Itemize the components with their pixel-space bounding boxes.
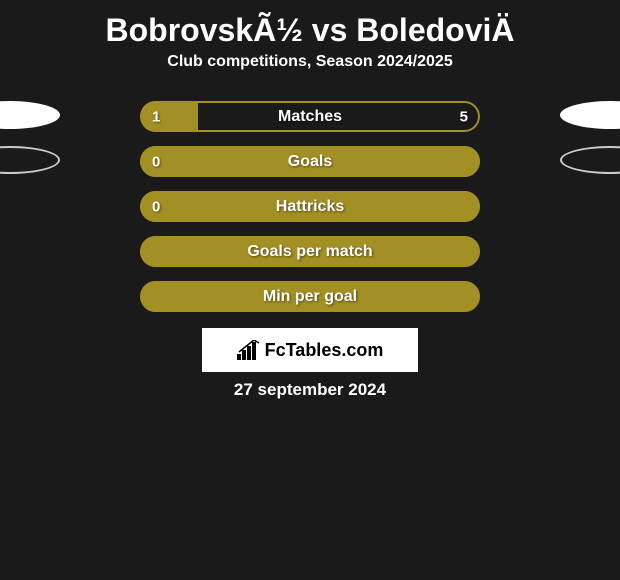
stat-value-right: 5 xyxy=(460,108,468,125)
page-subtitle: Club competitions, Season 2024/2025 xyxy=(0,53,620,71)
stat-label: Goals xyxy=(288,153,332,171)
stat-row: Min per goal xyxy=(0,281,620,312)
stat-bar: 1 5 Matches xyxy=(140,101,480,132)
stat-value-left: 0 xyxy=(152,153,160,170)
player-oval-right xyxy=(560,101,620,129)
stat-bar: Goals per match xyxy=(140,236,480,267)
brand-text: FcTables.com xyxy=(265,340,384,361)
stat-row: 0 Goals xyxy=(0,146,620,177)
stat-value-left: 1 xyxy=(152,108,160,125)
brand-chart-icon xyxy=(237,340,261,360)
stat-label: Hattricks xyxy=(276,198,344,216)
stat-row: Goals per match xyxy=(0,236,620,267)
stat-row: 0 Hattricks xyxy=(0,191,620,222)
stat-label: Goals per match xyxy=(247,243,372,261)
brand-box: FcTables.com xyxy=(202,328,418,372)
stats-rows-container: 1 5 Matches 0 Goals 0 Hattricks Goals per match… xyxy=(0,101,620,312)
player-oval-left xyxy=(0,101,60,129)
stat-bar: 0 Hattricks xyxy=(140,191,480,222)
stat-label: Matches xyxy=(278,108,342,126)
stat-bar: Min per goal xyxy=(140,281,480,312)
stat-value-left: 0 xyxy=(152,198,160,215)
date-text: 27 september 2024 xyxy=(0,380,620,400)
player-oval-left xyxy=(0,146,60,174)
page-title: BobrovskÃ½ vs BoledoviÄ xyxy=(0,0,620,53)
stat-row: 1 5 Matches xyxy=(0,101,620,132)
stat-label: Min per goal xyxy=(263,288,357,306)
player-oval-right xyxy=(560,146,620,174)
bar-fill-left xyxy=(140,101,198,132)
stat-bar: 0 Goals xyxy=(140,146,480,177)
